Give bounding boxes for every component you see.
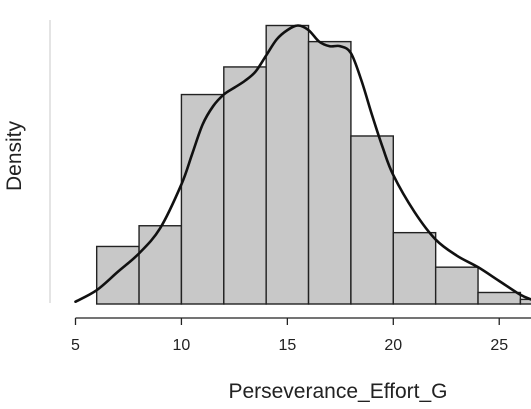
x-axis-title: Perseverance_Effort_G bbox=[228, 380, 447, 403]
x-tick-label: 15 bbox=[278, 337, 296, 354]
histogram-bar bbox=[307, 40, 352, 305]
x-tick-label: 25 bbox=[490, 337, 508, 354]
x-tick-label: 10 bbox=[173, 337, 191, 354]
x-tick-label: 5 bbox=[71, 337, 80, 354]
histogram-bar bbox=[519, 298, 531, 305]
histogram-bar bbox=[223, 66, 267, 305]
histogram-bar bbox=[350, 135, 394, 305]
histogram-bar bbox=[392, 231, 437, 305]
x-tick-label: 20 bbox=[384, 337, 402, 354]
histogram-bar bbox=[477, 291, 522, 305]
y-axis-title: Density bbox=[3, 120, 26, 191]
histogram-bar bbox=[434, 266, 479, 305]
histogram-bars bbox=[95, 24, 531, 305]
x-axis-ticks: 5 10 15 20 25 bbox=[71, 318, 508, 354]
histogram-bar bbox=[95, 245, 140, 305]
density-curve bbox=[74, 24, 531, 303]
histogram-bar bbox=[138, 225, 183, 305]
histogram-bar bbox=[265, 24, 310, 305]
